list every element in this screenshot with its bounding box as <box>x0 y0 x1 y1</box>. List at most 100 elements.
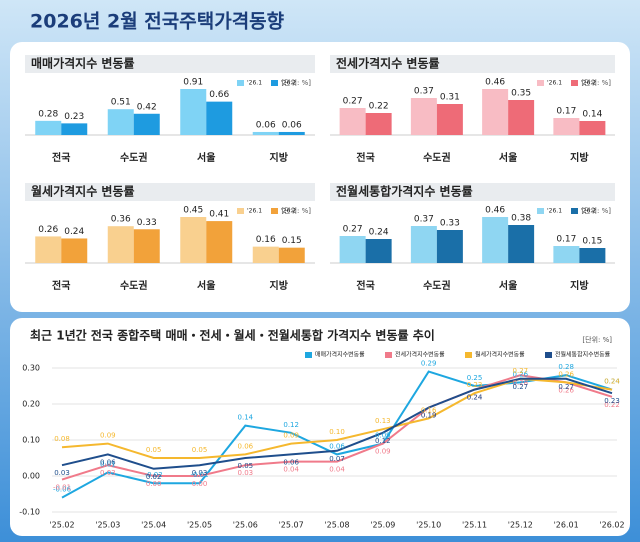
bar <box>508 225 535 263</box>
bar <box>579 248 606 263</box>
bar <box>180 217 207 263</box>
value-label: 0.24 <box>64 227 84 237</box>
value-label: 0.23 <box>604 397 620 405</box>
category-label: 전국 <box>52 151 70 164</box>
value-label: 0.12 <box>283 421 299 429</box>
x-tick-label: '25.02 <box>49 521 74 530</box>
value-label: 0.06 <box>283 458 299 466</box>
value-label: 0.45 <box>183 206 203 216</box>
bar <box>61 238 88 263</box>
value-label: 0.17 <box>556 107 576 117</box>
legend-label: '26.1 <box>247 208 262 215</box>
category-label: 지방 <box>570 279 589 292</box>
value-label: 0.03 <box>238 469 254 477</box>
value-label: 0.03 <box>54 469 70 477</box>
category-label: 지방 <box>270 279 289 292</box>
value-label: 0.06 <box>282 120 302 130</box>
value-label: 0.31 <box>440 93 460 103</box>
category-label: 서울 <box>499 279 517 292</box>
unit-label: [단위: %] <box>281 206 311 215</box>
legend-swatch <box>271 80 278 86</box>
chart-header <box>25 183 315 201</box>
x-tick-label: '25.11 <box>462 521 487 530</box>
value-label: 0.46 <box>485 78 505 88</box>
legend-swatch <box>545 352 552 358</box>
bar <box>252 246 279 263</box>
value-label: -0.01 <box>53 484 71 492</box>
bar <box>410 226 437 263</box>
x-tick-label: '26.02 <box>599 521 624 530</box>
value-label: 0.23 <box>467 381 483 389</box>
bar <box>482 89 509 135</box>
value-label: 0.14 <box>238 414 254 422</box>
bar <box>278 131 305 135</box>
value-label: 0.14 <box>582 110 602 120</box>
unit-label: [단위: %] <box>281 78 311 87</box>
value-label: 0.09 <box>283 432 299 440</box>
value-label: 0.26 <box>38 225 58 235</box>
bar <box>35 120 62 135</box>
category-label: 서울 <box>499 151 517 164</box>
value-label: 0.33 <box>440 219 460 229</box>
bar <box>278 247 305 263</box>
value-label: 0.13 <box>375 417 391 425</box>
bar <box>508 100 535 135</box>
legend-swatch <box>237 208 244 214</box>
x-tick-label: '26.01 <box>554 521 579 530</box>
value-label: 0.27 <box>558 383 574 391</box>
value-label: 0.10 <box>329 428 345 436</box>
value-label: 0.24 <box>467 394 483 402</box>
value-label: 0.03 <box>192 469 208 477</box>
category-label: 지방 <box>270 151 289 164</box>
series-line <box>61 370 613 499</box>
value-label: 0.02 <box>146 473 162 481</box>
value-label: 0.28 <box>558 363 574 371</box>
value-label: 0.26 <box>558 386 574 394</box>
unit-label: [단위: %] <box>581 78 611 87</box>
value-label: 0.22 <box>369 102 389 112</box>
y-tick-label: 0.10 <box>22 436 40 445</box>
value-label: 0.12 <box>375 437 391 445</box>
value-label: 0.03 <box>100 469 116 477</box>
value-label: 0.36 <box>111 215 131 225</box>
value-label: 0.16 <box>256 235 276 245</box>
value-label: -0.02 <box>145 471 163 479</box>
value-label: 0.24 <box>467 394 483 402</box>
value-label: 0.00 <box>192 480 208 488</box>
value-label: 0.16 <box>421 406 437 414</box>
value-label: 0.19 <box>421 412 437 420</box>
value-label: 0.41 <box>209 210 229 220</box>
value-label: 0.38 <box>511 214 531 224</box>
chart-title: 매매가격지수 변동률 <box>31 56 135 71</box>
bar <box>133 113 160 135</box>
value-label: 0.27 <box>343 225 363 235</box>
x-tick-label: '25.08 <box>324 521 349 530</box>
value-label: 0.15 <box>282 236 302 246</box>
value-label: 0.46 <box>485 206 505 216</box>
bar <box>553 118 580 135</box>
value-label: 0.37 <box>414 215 434 225</box>
x-tick-label: '25.12 <box>508 521 533 530</box>
value-label: 0.29 <box>421 360 437 368</box>
bar <box>339 108 366 135</box>
value-label: 0.09 <box>375 448 391 456</box>
series-line <box>61 374 613 481</box>
value-label: 0.37 <box>414 87 434 97</box>
legend-label: '26.2 <box>281 208 296 215</box>
bar <box>107 226 134 263</box>
legend-swatch <box>537 208 544 214</box>
legend-label: '26.2 <box>281 80 296 87</box>
category-label: 수도권 <box>423 152 451 164</box>
value-label: 0.05 <box>146 446 162 454</box>
category-label: 전국 <box>52 279 70 292</box>
series-line <box>61 377 613 470</box>
bar <box>365 113 392 135</box>
value-label: 0.26 <box>558 370 574 378</box>
chart-header <box>330 183 615 201</box>
value-label: 0.27 <box>343 97 363 107</box>
legend-swatch <box>465 352 472 358</box>
value-label: 0.26 <box>513 370 529 378</box>
value-label: 0.06 <box>256 120 276 130</box>
category-label: 지방 <box>570 151 589 164</box>
